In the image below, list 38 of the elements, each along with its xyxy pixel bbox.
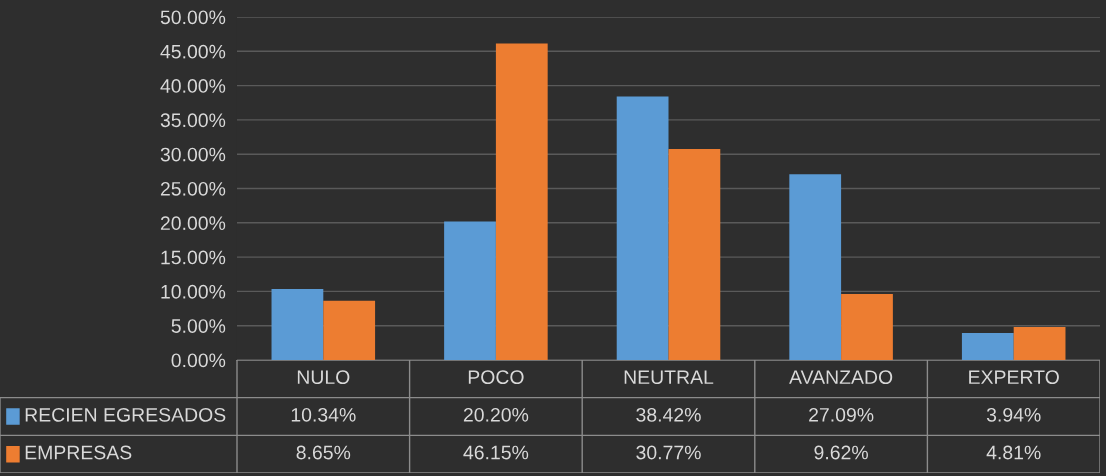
y-tick-label: 15.00% [161, 250, 226, 265]
data-label: 3.94% [986, 407, 1041, 422]
bar [271, 289, 324, 360]
y-tick-label: 0.00% [171, 353, 226, 368]
y-tick-label: 10.00% [161, 284, 226, 299]
data-label: 38.42% [636, 407, 701, 422]
bar [495, 43, 548, 360]
bar [961, 332, 1014, 360]
y-tick-label: 40.00% [160, 79, 226, 93]
bar [323, 300, 376, 360]
bar [841, 294, 893, 360]
legend-label: EMPRESAS [25, 445, 132, 460]
data-label: 9.62% [814, 445, 868, 460]
data-label: 27.09% [809, 407, 874, 422]
y-tick-label: 30.00% [160, 147, 226, 162]
bar [1013, 327, 1066, 360]
x-tick-label: AVANZADO [789, 370, 893, 385]
data-label: 20.20% [463, 407, 529, 422]
data-label: 4.81% [986, 445, 1041, 460]
data-label: 30.77% [636, 445, 701, 460]
legend-label: RECIEN EGRESADOS [25, 407, 226, 422]
bar [616, 96, 669, 360]
y-tick-label: 45.00% [160, 44, 226, 59]
data-label: 8.65% [296, 445, 351, 460]
y-tick-label: 25.00% [160, 181, 226, 196]
bar [789, 174, 842, 360]
x-tick-label: EXPERTO [969, 370, 1059, 385]
data-label: 46.15% [463, 445, 529, 460]
y-tick-label: 35.00% [160, 113, 226, 128]
y-tick-label: 20.00% [160, 216, 226, 231]
x-tick-label: NEUTRAL [624, 370, 714, 385]
y-tick-label: 50.00% [160, 10, 226, 25]
bar [668, 148, 721, 360]
x-tick-label: POCO [468, 370, 524, 385]
x-tick-label: NULO [297, 370, 350, 385]
bar [444, 221, 496, 360]
data-label: 10.34% [291, 407, 356, 422]
y-tick-label: 5.00% [171, 319, 226, 333]
